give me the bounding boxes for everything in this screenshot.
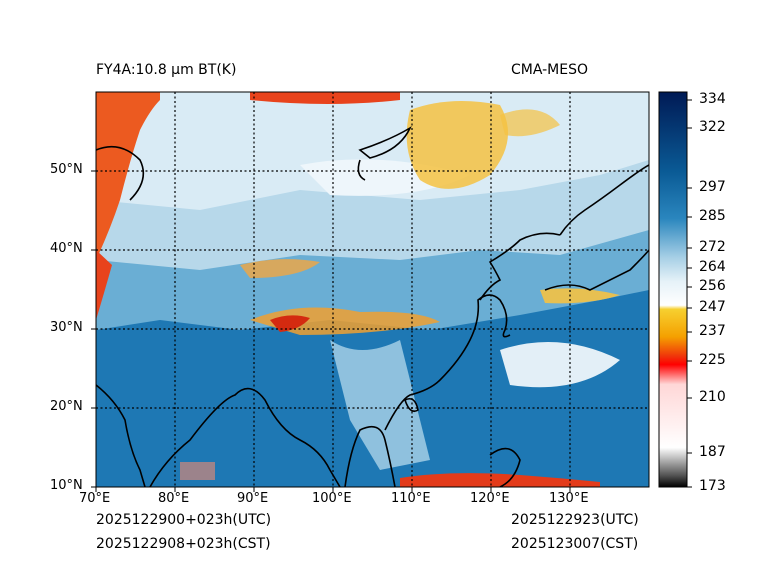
colorbar-ticks	[687, 99, 692, 488]
product-title: FY4A:10.8 µm BT(K)	[96, 62, 237, 78]
source-label: CMA-MESO	[511, 62, 589, 78]
high-cloud-japan	[540, 288, 620, 304]
colorbar-label-247: 247	[699, 299, 726, 315]
init-time-utc: 2025122900+023h(UTC)	[96, 512, 272, 528]
colorbar-label-173: 173	[699, 478, 726, 494]
lat-label-10: 10°N	[50, 478, 83, 493]
colorbar-label-256: 256	[699, 278, 726, 294]
bay-of-bengal-coast	[149, 387, 341, 487]
colorbar-label-264: 264	[699, 259, 726, 275]
malay-coast	[344, 425, 396, 487]
lon-label-110: 110°E	[391, 491, 431, 506]
lake-baikal	[358, 125, 412, 159]
cold-top-central	[270, 315, 310, 332]
japan-coast	[544, 249, 649, 291]
lon-label-70: 70°E	[79, 491, 111, 506]
valid-time-utc: 2025122923(UTC)	[511, 512, 639, 528]
colorbar-label-297: 297	[699, 179, 726, 195]
high-cloud-central	[250, 307, 440, 335]
lon-label-100: 100°E	[312, 491, 352, 506]
cold-top-west	[96, 92, 160, 260]
cold-top-bay	[180, 462, 215, 480]
lat-label-50: 50°N	[50, 162, 83, 177]
korea-russia-coast	[559, 164, 649, 236]
taiwan-island	[404, 397, 419, 413]
cold-top-west-2	[96, 250, 112, 320]
colorbar-label-187: 187	[699, 444, 726, 460]
mongolia-lake	[357, 159, 366, 181]
colorbar-label-272: 272	[699, 239, 726, 255]
valid-time-cst: 2025123007(CST)	[511, 536, 639, 552]
satellite-image	[96, 92, 649, 487]
high-cloud-north	[406, 101, 508, 189]
india-west-coast	[96, 384, 146, 487]
graticule	[96, 92, 649, 487]
pacific-cloud	[500, 342, 620, 388]
lon-label-80: 80°E	[158, 491, 190, 506]
lat-label-20: 20°N	[50, 399, 83, 414]
lon-label-90: 90°E	[237, 491, 269, 506]
high-cloud-tibet	[240, 259, 320, 278]
caspian-region	[96, 145, 145, 201]
high-cloud-ne	[500, 109, 560, 137]
coastlines	[96, 125, 649, 487]
map-frame	[95, 91, 650, 488]
colorbar-label-225: 225	[699, 352, 726, 368]
lat-label-30: 30°N	[50, 320, 83, 335]
colorbar-label-237: 237	[699, 323, 726, 339]
lon-label-120: 120°E	[470, 491, 510, 506]
bohai-coast	[479, 232, 561, 301]
indochina-land	[330, 340, 430, 470]
philippines	[489, 447, 521, 487]
colorbar-label-210: 210	[699, 389, 726, 405]
colorbar-label-285: 285	[699, 208, 726, 224]
china-east-coast	[384, 294, 511, 431]
colorbar-label-334: 334	[699, 91, 726, 107]
axis-ticks	[91, 170, 571, 492]
lat-label-40: 40°N	[50, 241, 83, 256]
lon-label-130: 130°E	[549, 491, 589, 506]
colorbar	[658, 91, 688, 488]
colorbar-label-322: 322	[699, 119, 726, 135]
init-time-cst: 2025122908+023h(CST)	[96, 536, 271, 552]
cold-top-north	[250, 92, 400, 104]
cold-top-south	[400, 473, 600, 487]
